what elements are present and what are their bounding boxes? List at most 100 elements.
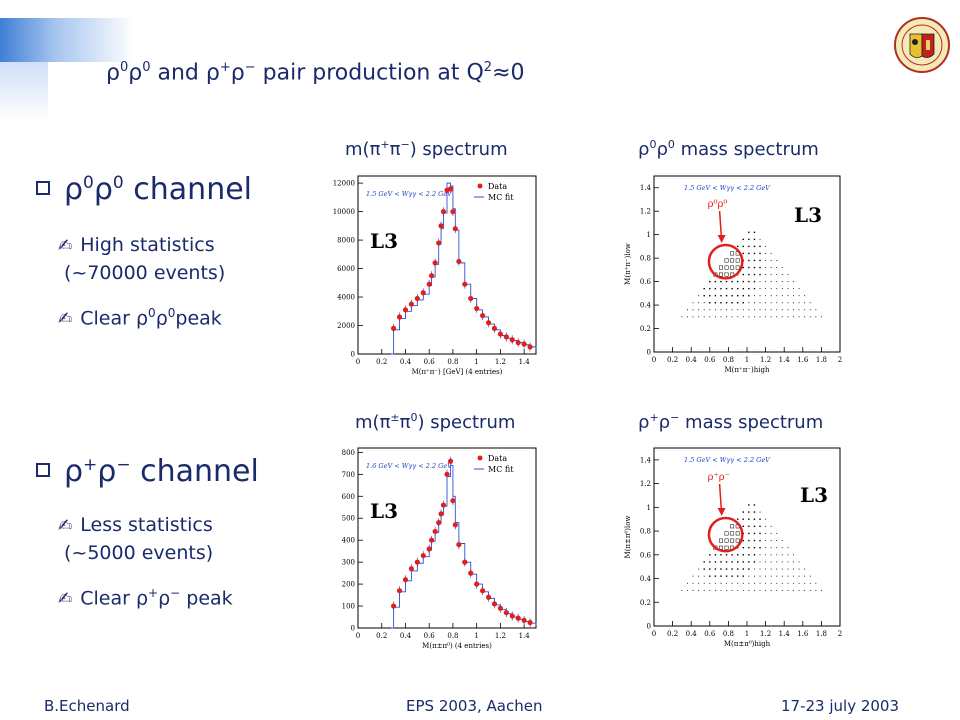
hist_pipi0-data-point <box>402 577 409 583</box>
box_rhopm-bin-cell <box>735 538 740 543</box>
box_rho0rho0-bin-cell <box>720 302 722 304</box>
box_rhopm-bin-cell <box>809 589 811 591</box>
box_rho0rho0-bin-cell <box>753 309 755 311</box>
box_rhopm-experiment-label: L3 <box>800 483 828 507</box>
box_rho0rho0-bin-cell <box>759 281 761 283</box>
box_rho0rho0-bin-cell <box>776 281 778 283</box>
box_rhopm-bin-cell <box>759 546 761 549</box>
caption-pipm-spectrum: m(π+π−) spectrum <box>345 138 508 160</box>
box_rho0rho0-bin-cell <box>765 267 767 268</box>
hist_pipm-data-point <box>491 325 498 331</box>
square-bullet-icon <box>36 463 50 477</box>
box_rhopm-bin-cell <box>714 589 716 591</box>
box_rhopm-bin-cell <box>781 575 783 577</box>
pen-bullet-icon: ✍ <box>58 309 73 330</box>
box_rho0rho0-bin-cell <box>781 288 783 290</box>
hist_pipm-x-tick-label: 1 <box>474 358 478 366</box>
box_rho0rho0-bin-cell <box>681 316 683 318</box>
hist_pipm-x-tick-label: 1.4 <box>519 358 531 366</box>
box_rhopm-bin-cell <box>742 589 744 591</box>
box_rhopm-bin-cell <box>748 575 750 577</box>
box_rhopm-bin-cell <box>742 511 744 513</box>
box_rhopm-bin-cell <box>765 532 767 534</box>
box_rho0rho0-y-axis-label: M(π⁺π⁻)low <box>624 243 632 285</box>
box_rhopm-bin-cell <box>776 575 778 577</box>
hist_pipi0-frame <box>357 447 537 629</box>
box_rhopm-bin-cell <box>720 575 722 577</box>
box_rhopm-bin-cell <box>770 561 772 563</box>
header-gradient-accent <box>0 62 48 122</box>
hist_pipm-data-point <box>414 295 420 302</box>
hist_pipm-data-point <box>432 260 438 266</box>
box_rhopm-bin-cell <box>725 575 728 577</box>
hist_pipi0-legend-fit-label: MC fit <box>488 465 514 474</box>
hist_pipm-data-point <box>509 337 515 343</box>
box_rho0rho0-bin-cell <box>765 260 767 261</box>
hist_pipi0-data-point <box>462 559 468 565</box>
box_rhopm-bin-cell <box>731 575 733 577</box>
box_rhopm-bin-cell <box>748 518 750 520</box>
hist_pipm-x-tick-label: 1.2 <box>495 358 506 366</box>
box_rhopm-bin-cell <box>748 589 750 591</box>
header-gradient-bar <box>0 18 960 62</box>
box_rhopm-bin-cell <box>720 554 722 556</box>
box_rho0rho0-bin-cell <box>770 288 772 290</box>
box_rho0rho0-bin-cell <box>759 238 761 240</box>
hist_pipm-legend-fit-label: MC fit <box>488 193 514 202</box>
box_rhopm-bin-cell <box>714 561 717 563</box>
box_rhopm-bin-cell <box>770 568 772 570</box>
box_rho0rho0-bin-cell <box>698 302 700 304</box>
box_rho0rho0-bin-cell <box>714 287 717 290</box>
box_rhopm-bin-cell <box>753 525 756 528</box>
box_rho0rho0-bin-cell <box>793 302 794 304</box>
box_rhopm-bin-cell <box>753 575 755 577</box>
box_rhopm-x-tick-label: 0 <box>652 630 656 638</box>
box_rho0rho0-x-tick-label: 2 <box>838 356 842 364</box>
footer-date: 17-23 july 2003 <box>781 697 900 715</box>
box_rhopm-bin-cell <box>720 582 722 584</box>
box_rhopm-bin-cell <box>787 554 789 556</box>
box_rhopm-peak-circle <box>707 516 744 553</box>
box_rho0rho0-bin-cell <box>737 280 739 283</box>
pen-bullet-icon: ✍ <box>58 236 73 256</box>
hist_pipi0-x-tick-label: 1.2 <box>495 632 506 640</box>
hist_pipm-data-point <box>527 344 533 350</box>
box_rho0rho0-bin-cell <box>798 316 800 318</box>
box_rho0rho0-bin-cell <box>709 316 711 318</box>
box_rhopm-bin-cell <box>798 589 800 591</box>
box_rho0rho0-bin-cell <box>753 302 755 304</box>
hist_pipi0-data-point <box>428 537 435 543</box>
hist_pipm-data-point <box>438 223 444 229</box>
box_rhopm-bin-cell <box>731 561 733 563</box>
box_rho0rho0-bin-cell <box>742 302 744 304</box>
box_rho0rho0-bin-cell <box>698 309 700 311</box>
box_rho0rho0-bin-cell <box>776 309 778 311</box>
hist_pipi0-y-tick-label: 200 <box>342 581 355 589</box>
box_rho0rho0-bin-cell <box>804 295 806 297</box>
box_rhopm-bin-cell <box>776 582 778 584</box>
hist_pipm-x-axis-label: M(π⁺π⁻) [GeV] (4 entries) <box>412 368 503 376</box>
box_rho0rho0-bin-cell <box>737 309 739 311</box>
box_rho0rho0-y-tick-label: 0.4 <box>640 302 652 310</box>
box_rho0rho0-bin-cell <box>793 281 794 283</box>
box_rho0rho0-bin-cell <box>742 252 744 255</box>
box_rhopm-bin-cell <box>742 561 744 563</box>
box_rho0rho0-bin-cell <box>730 258 735 263</box>
box_rho0rho0-x-tick-label: 0.6 <box>704 356 716 364</box>
box_rho0rho0-bin-cell <box>765 281 767 283</box>
box_rhopm-bin-cell <box>742 582 744 584</box>
box_rhopm-bin-cell <box>742 575 744 577</box>
box_rho0rho0-bin-cell <box>770 309 772 311</box>
box_rhopm-bin-cell <box>804 582 806 584</box>
hist_pipm-data-point <box>402 307 409 313</box>
box_rhopm-bin-cell <box>776 540 778 542</box>
box_rhopm-bin-cell <box>742 525 744 528</box>
box_rho0rho0-bin-cell <box>753 238 756 241</box>
chart-pipi0-histogram: 0 0.2 0.4 0.6 0.8 1 1.2 1.4 0 100 200 300 400 500 600 7… <box>342 447 537 650</box>
hist_pipm-data-point <box>428 273 435 279</box>
box_rhopm-bin-cell <box>776 589 778 591</box>
box_rho0rho0-bin-cell <box>770 267 772 268</box>
box_rho0rho0-bin-cell <box>748 287 750 290</box>
box_rho0rho0-bin-cell <box>731 287 733 290</box>
box_rho0rho0-y-tick-label: 0.8 <box>640 255 651 263</box>
